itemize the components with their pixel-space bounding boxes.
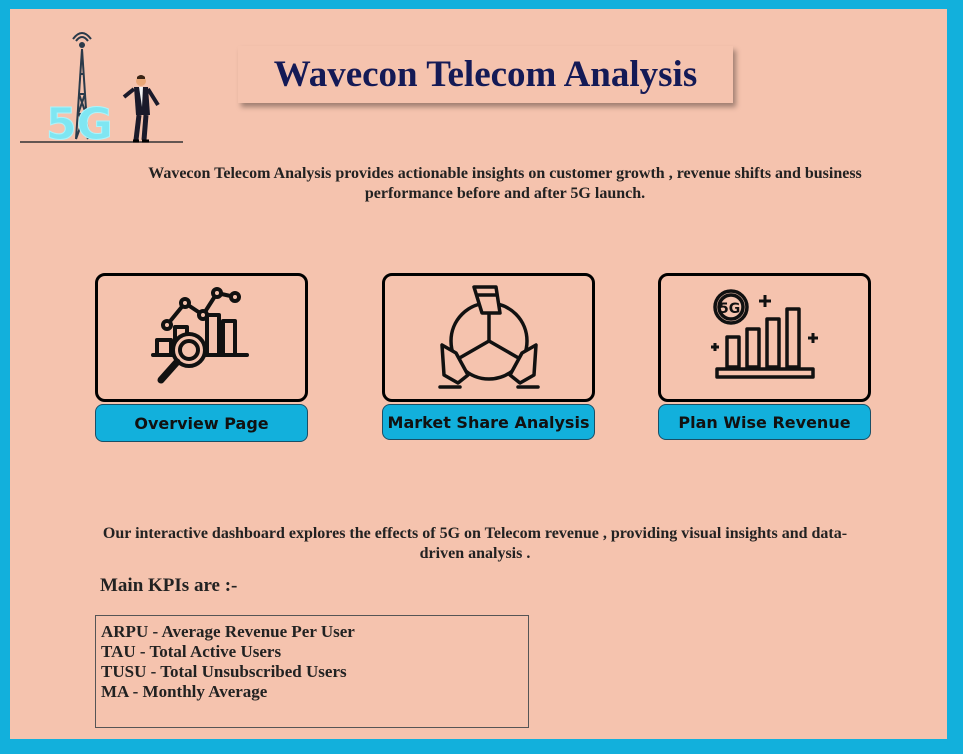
page-title: Wavecon Telecom Analysis xyxy=(273,54,698,95)
dashboard-description: Our interactive dashboard explores the e… xyxy=(102,525,848,562)
pie-hands-icon xyxy=(437,284,540,389)
5g-tower-logo-icon: 5G xyxy=(18,19,183,151)
logo-5g-text: 5G xyxy=(46,99,113,144)
svg-text:5G: 5G xyxy=(719,301,740,317)
chart-magnifier-icon xyxy=(150,287,249,384)
page-frame: 5G Wavecon Telecom Analysis Wavecon Tele… xyxy=(10,9,947,739)
kpi-item-tau: TAU - Total Active Users xyxy=(101,642,282,661)
5g-bar-chart-icon: 5G xyxy=(710,289,818,379)
kpi-item-arpu: ARPU - Average Revenue Per User xyxy=(101,622,355,641)
kpi-list: ARPU - Average Revenue Per User TAU - To… xyxy=(95,615,529,728)
overview-card[interactable] xyxy=(95,273,308,402)
market-share-card[interactable] xyxy=(382,273,595,402)
overview-page-button[interactable]: Overview Page xyxy=(95,404,308,442)
title-banner: Wavecon Telecom Analysis xyxy=(238,46,733,103)
intro-text: Wavecon Telecom Analysis provides action… xyxy=(148,165,862,202)
kpi-item-tusu: TUSU - Total Unsubscribed Users xyxy=(101,662,347,681)
kpi-item-ma: MA - Monthly Average xyxy=(101,682,268,701)
plan-wise-revenue-button[interactable]: Plan Wise Revenue xyxy=(658,404,871,440)
market-share-analysis-button[interactable]: Market Share Analysis xyxy=(382,404,595,440)
kpi-heading: Main KPIs are :- xyxy=(100,575,238,596)
plan-wise-card[interactable]: 5G xyxy=(658,273,871,402)
